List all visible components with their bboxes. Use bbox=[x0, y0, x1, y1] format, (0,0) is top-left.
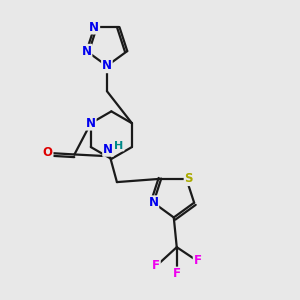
Text: F: F bbox=[173, 267, 181, 280]
Text: N: N bbox=[82, 45, 92, 58]
Text: N: N bbox=[102, 59, 112, 72]
Text: N: N bbox=[103, 143, 113, 156]
Text: F: F bbox=[152, 260, 160, 272]
Text: N: N bbox=[148, 196, 158, 209]
Text: N: N bbox=[89, 21, 99, 34]
Text: H: H bbox=[114, 140, 124, 151]
Text: O: O bbox=[43, 146, 53, 160]
Text: N: N bbox=[86, 117, 96, 130]
Text: S: S bbox=[184, 172, 193, 185]
Text: F: F bbox=[194, 254, 202, 267]
